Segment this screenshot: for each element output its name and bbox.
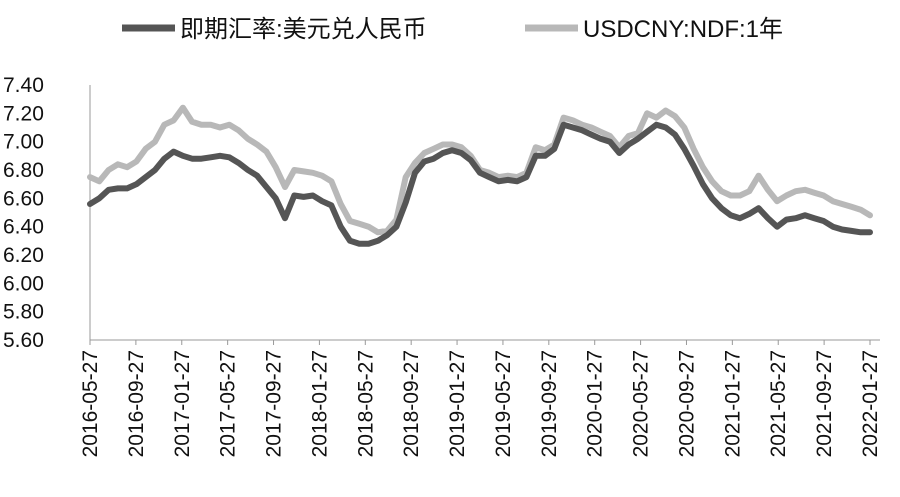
x-tick-label: 2017-01-27 — [171, 350, 194, 457]
x-tick-label: 2017-09-27 — [263, 350, 286, 457]
x-tick-label: 2020-05-27 — [630, 350, 653, 457]
x-tick-label: 2016-09-27 — [125, 350, 148, 457]
plot-area — [87, 104, 873, 247]
x-tick-label: 2019-09-27 — [538, 350, 561, 457]
y-tick-label: 5.80 — [3, 301, 44, 324]
y-tick-label: 5.60 — [3, 329, 44, 352]
x-tick-label: 2018-01-27 — [308, 350, 331, 457]
y-tick-label: 7.20 — [3, 102, 44, 125]
y-tick-label: 6.60 — [3, 187, 44, 210]
y-axis: 5.60 5.80 6.00 6.20 6.40 6.60 6.80 7.00 7.20 7.40 — [3, 74, 91, 352]
y-tick-label: 6.00 — [3, 272, 44, 295]
x-tick-label: 2022-01-27 — [859, 350, 882, 457]
y-tick-label: 6.40 — [3, 216, 44, 239]
y-tick-label: 6.20 — [3, 244, 44, 267]
y-tick-label: 7.40 — [3, 74, 44, 97]
x-tick-label: 2017-05-27 — [217, 350, 240, 457]
x-tick-label: 2020-09-27 — [675, 350, 698, 457]
x-tick-label: 2018-09-27 — [400, 350, 423, 457]
legend-label-spot: 即期汇率:美元兑人民币 — [180, 16, 427, 43]
legend: 即期汇率:美元兑人民币 USDCNY:NDF:1年 — [122, 16, 783, 43]
x-tick-label: 2021-09-27 — [813, 350, 836, 457]
x-tick-label: 2018-05-27 — [354, 350, 377, 457]
x-tick-label: 2021-01-27 — [721, 350, 744, 457]
y-tick-label: 7.00 — [3, 131, 44, 154]
x-tick-label: 2020-01-27 — [584, 350, 607, 457]
y-tick-label: 6.80 — [3, 159, 44, 182]
series-line-spot — [87, 121, 873, 247]
x-axis: 2016-05-27 2016-09-27 2017-01-27 2017-05-27… — [79, 339, 882, 457]
x-tick-label: 2019-05-27 — [492, 350, 515, 457]
legend-label-ndf: USDCNY:NDF:1年 — [583, 16, 783, 43]
x-tick-label: 2019-01-27 — [446, 350, 469, 457]
x-tick-label: 2016-05-27 — [79, 350, 102, 457]
x-tick-label: 2021-05-27 — [767, 350, 790, 457]
